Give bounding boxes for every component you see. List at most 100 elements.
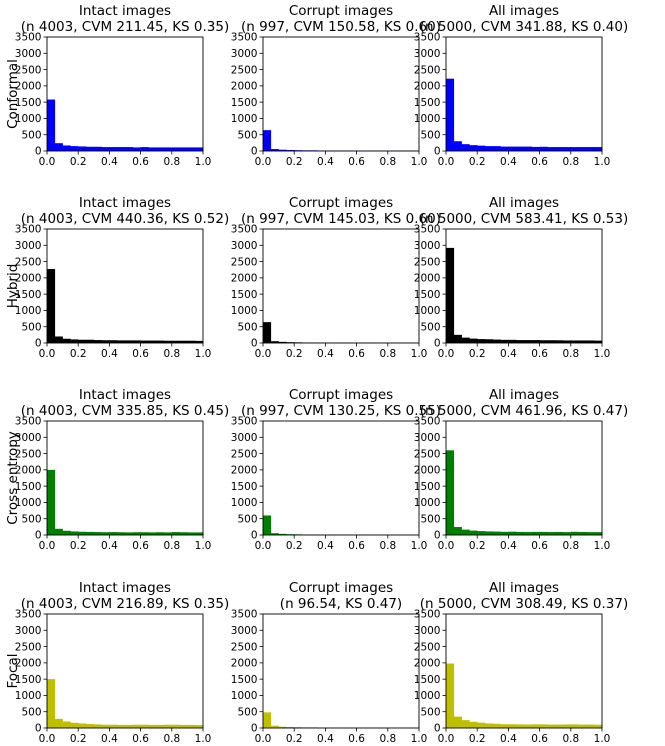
y-tick-label: 3000 xyxy=(231,48,258,60)
y-tick-label: 3000 xyxy=(414,48,441,60)
y-tick-label: 3000 xyxy=(231,625,258,637)
panel-title: All images xyxy=(489,3,559,19)
y-tick-label: 3500 xyxy=(231,609,258,621)
y-tick-label: 1500 xyxy=(414,481,441,493)
histogram-panel-r1-c1: 0 500 1000 1500 2000 2500 3000 3500 0.0 0.2 0.4 0.6… xyxy=(5,3,229,168)
histogram-bar xyxy=(47,469,56,535)
x-tick-label: 0.6 xyxy=(348,348,365,360)
histogram-bar xyxy=(156,340,165,343)
panel-subtitle: (n 5000, CVM 341.88, KS 0.40) xyxy=(420,19,629,35)
histogram-bar xyxy=(54,718,63,728)
histogram-panel-r4-c2: 0 500 1000 1500 2000 2500 3000 3500 0.0 0.2 0.4 0.6… xyxy=(231,580,428,745)
histogram-bar xyxy=(270,149,279,151)
histogram-bar xyxy=(93,146,102,151)
histogram-bar xyxy=(286,727,295,728)
histogram-bar xyxy=(555,340,564,343)
histogram-bar xyxy=(47,679,56,728)
y-tick-label: 1000 xyxy=(15,113,42,125)
histogram-bar xyxy=(286,150,295,151)
histogram-bar xyxy=(164,532,173,535)
plot-frame xyxy=(445,613,603,729)
x-tick-label: 0.2 xyxy=(469,540,486,552)
histogram-bar xyxy=(485,339,494,343)
x-tick-label: 0.4 xyxy=(101,348,118,360)
y-tick-label: 0 xyxy=(35,723,42,735)
histogram-bar xyxy=(125,532,134,535)
x-tick-label: 0.8 xyxy=(562,540,579,552)
histogram-bar xyxy=(278,726,287,728)
row-label: Cross entropy xyxy=(5,431,21,525)
histogram-bar xyxy=(586,724,595,728)
y-tick-label: 2000 xyxy=(15,81,42,93)
histogram-bar xyxy=(531,724,540,728)
histogram-bar xyxy=(78,723,87,728)
histogram-bar xyxy=(446,247,455,343)
histogram-bar xyxy=(109,340,118,343)
x-tick-label: 0.4 xyxy=(317,540,334,552)
panel-title: Corrupt images xyxy=(289,387,393,403)
histogram-bar xyxy=(508,531,517,535)
x-tick-label: 0.2 xyxy=(469,733,486,745)
y-tick-label: 3000 xyxy=(231,240,258,252)
histogram-bar xyxy=(524,146,533,151)
histogram-bar xyxy=(70,146,79,151)
x-tick-label: 0.6 xyxy=(132,540,149,552)
histogram-panel-r4-c1: 0 500 1000 1500 2000 2500 3000 3500 0.0 0.2 0.4 0.6… xyxy=(5,580,229,745)
y-tick-label: 3500 xyxy=(231,224,258,236)
histogram-bar xyxy=(179,147,188,151)
histogram-bar xyxy=(70,339,79,343)
histogram-bar xyxy=(539,340,548,343)
y-tick-label: 1500 xyxy=(15,674,42,686)
histogram-bar xyxy=(555,724,564,728)
histogram-bar xyxy=(461,529,470,535)
histogram-bar xyxy=(563,532,572,535)
histogram-bar xyxy=(500,339,509,343)
x-tick-label: 0.6 xyxy=(348,733,365,745)
histogram-bar xyxy=(117,532,126,535)
histogram-bar xyxy=(477,722,486,728)
x-tick-label: 0.0 xyxy=(438,540,455,552)
y-tick-label: 0 xyxy=(251,723,258,735)
y-tick-label: 500 xyxy=(420,129,440,141)
y-tick-label: 3500 xyxy=(414,32,441,44)
x-tick-label: 0.6 xyxy=(132,156,149,168)
histogram-bar xyxy=(547,724,556,728)
histogram-bar xyxy=(492,339,501,343)
histogram-bar xyxy=(62,530,71,535)
plot-frame xyxy=(262,613,420,729)
y-tick-label: 1000 xyxy=(15,690,42,702)
histogram-bar xyxy=(164,724,173,728)
x-tick-label: 0.0 xyxy=(255,540,272,552)
x-tick-label: 0.6 xyxy=(132,733,149,745)
histogram-bar xyxy=(164,340,173,343)
x-tick-label: 1.0 xyxy=(411,733,428,745)
histogram-bar xyxy=(109,147,118,151)
x-tick-label: 0.0 xyxy=(438,348,455,360)
histogram-bar xyxy=(78,339,87,343)
y-tick-label: 3000 xyxy=(15,240,42,252)
histogram-bar xyxy=(156,724,165,728)
x-tick-label: 0.8 xyxy=(163,540,180,552)
y-tick-label: 2000 xyxy=(15,273,42,285)
histogram-bar xyxy=(516,724,525,728)
y-tick-label: 2500 xyxy=(231,641,258,653)
y-tick-label: 3500 xyxy=(414,416,441,428)
y-tick-label: 1000 xyxy=(414,497,441,509)
x-tick-label: 1.0 xyxy=(594,156,611,168)
histogram-bar xyxy=(187,724,196,728)
histogram-bar xyxy=(270,341,279,343)
histogram-bar xyxy=(179,724,188,728)
histogram-bar xyxy=(594,724,603,728)
y-tick-label: 500 xyxy=(420,513,440,525)
x-tick-label: 0.4 xyxy=(317,348,334,360)
x-tick-label: 0.2 xyxy=(469,156,486,168)
histogram-bar xyxy=(171,532,180,535)
histogram-bar xyxy=(132,532,141,535)
histogram-bar xyxy=(187,532,196,535)
panel-title: Intact images xyxy=(79,3,171,19)
histogram-bar xyxy=(477,339,486,343)
histogram-bar xyxy=(179,340,188,343)
histogram-bar xyxy=(453,141,462,151)
x-tick-label: 0.6 xyxy=(531,540,548,552)
histogram-bar xyxy=(485,723,494,728)
